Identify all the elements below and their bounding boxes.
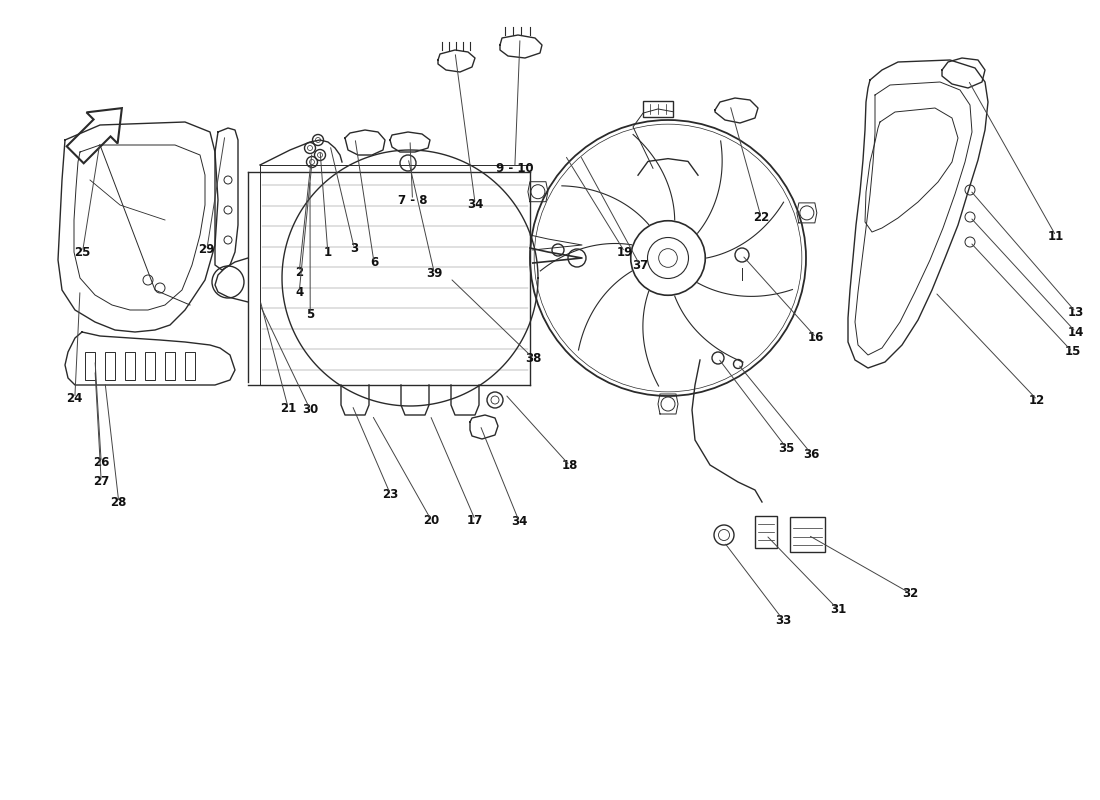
Bar (644, 101, 673, 117)
Text: 34: 34 (512, 515, 527, 528)
Text: 26: 26 (94, 456, 109, 469)
Text: 27: 27 (94, 475, 109, 488)
Text: 17: 17 (468, 514, 483, 526)
Bar (755, 516, 777, 548)
Bar (85, 352, 95, 380)
Bar (125, 352, 135, 380)
Text: 9 - 10: 9 - 10 (496, 162, 534, 174)
Bar (104, 352, 116, 380)
Text: 28: 28 (111, 496, 126, 509)
Text: 36: 36 (804, 448, 820, 461)
Text: 29: 29 (199, 243, 214, 256)
Text: 12: 12 (1030, 394, 1045, 406)
Bar (165, 352, 175, 380)
Text: 6: 6 (370, 256, 378, 269)
Text: 20: 20 (424, 514, 439, 526)
Text: 11: 11 (1048, 230, 1064, 242)
Text: 5: 5 (306, 308, 315, 321)
Text: 7 - 8: 7 - 8 (398, 194, 427, 206)
Text: 19: 19 (617, 246, 632, 258)
Text: 30: 30 (302, 403, 318, 416)
Text: 32: 32 (903, 587, 918, 600)
Text: 2: 2 (295, 266, 304, 278)
Text: 3: 3 (350, 242, 359, 254)
Text: 39: 39 (427, 267, 442, 280)
Text: 13: 13 (1068, 306, 1084, 318)
Text: 23: 23 (383, 488, 398, 501)
Text: 24: 24 (67, 392, 82, 405)
Text: 31: 31 (830, 603, 846, 616)
Text: 33: 33 (776, 614, 791, 626)
Text: 22: 22 (754, 211, 769, 224)
Bar (145, 352, 155, 380)
Text: 15: 15 (1065, 346, 1080, 358)
Text: 25: 25 (75, 246, 90, 258)
Text: 4: 4 (295, 286, 304, 298)
Text: 18: 18 (562, 459, 578, 472)
Text: 35: 35 (779, 442, 794, 454)
Text: 16: 16 (808, 331, 824, 344)
Text: 38: 38 (526, 352, 541, 365)
Text: 14: 14 (1068, 326, 1084, 338)
Bar (185, 352, 195, 380)
Bar (790, 517, 825, 552)
Text: 21: 21 (280, 402, 296, 414)
Text: 1: 1 (323, 246, 332, 258)
Text: 34: 34 (468, 198, 483, 210)
Text: 37: 37 (632, 259, 648, 272)
